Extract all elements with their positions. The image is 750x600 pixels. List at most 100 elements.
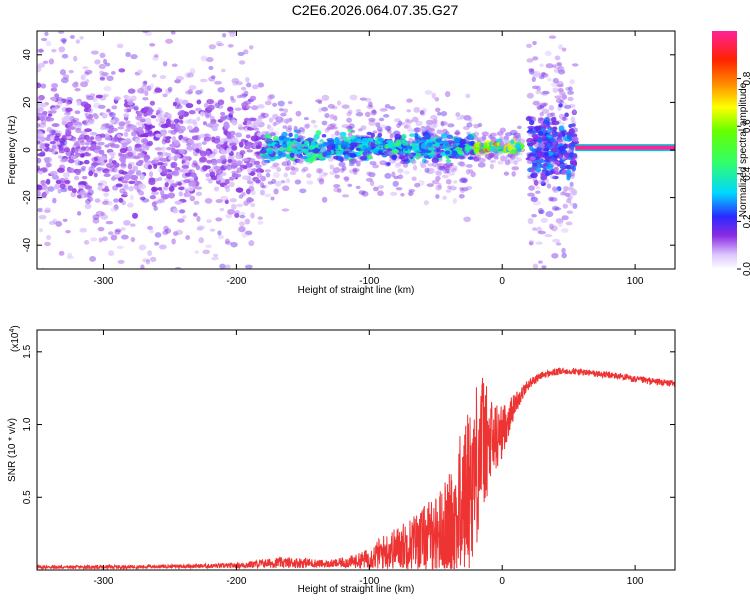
spectrogram-cell — [164, 111, 169, 117]
spectrogram-cell — [575, 145, 675, 150]
spectrogram-cell — [551, 116, 557, 123]
spectrogram-cell — [38, 170, 43, 175]
spectrogram-cell — [389, 106, 396, 110]
spectrogram-cell — [282, 185, 290, 192]
spectrogram-cell — [511, 149, 516, 153]
spectrogram-cell — [201, 305, 209, 309]
spectrogram-cell — [532, 72, 540, 79]
spectrogram-cell — [459, 186, 464, 191]
spectrogram-cell — [536, 105, 542, 111]
spectrogram-cell — [372, 109, 377, 114]
spectrogram-cell — [98, 149, 105, 155]
spectrogram-cell — [165, 38, 174, 44]
spectrogram-cell — [188, 85, 197, 90]
spectrogram-cell — [431, 161, 439, 168]
spectrogram-cell — [557, 88, 564, 93]
spectrogram-cell — [257, 141, 263, 147]
spectrogram-cell — [490, 132, 497, 137]
spectrogram-cell — [108, 151, 116, 156]
spectrogram-cell — [70, 119, 77, 124]
spectrogram-cell — [276, 166, 282, 172]
spectrogram-cell — [355, 112, 364, 117]
spectrogram-cell — [290, 166, 296, 172]
spectrogram-cell — [458, 155, 467, 160]
spectrogram-cell — [254, 136, 262, 141]
spectrogram-cell — [451, 155, 457, 159]
spectrogram-cell — [423, 200, 429, 206]
spectrogram-cell — [306, 180, 314, 185]
spectrogram-cell — [84, 153, 92, 157]
spectrogram-cell — [419, 161, 424, 166]
spectrogram-cell — [38, 277, 43, 281]
spectrogram-cell — [230, 241, 238, 248]
spectrogram-cell — [221, 154, 227, 159]
spectrogram-cell — [347, 132, 353, 137]
spectrogram-cell — [127, 171, 133, 177]
spectrogram-cell — [240, 86, 247, 91]
snr-exponent-power: 4 — [9, 329, 16, 333]
spectrogram-cell — [547, 164, 554, 171]
spectrogram-cell — [473, 157, 480, 162]
spectrogram-cell — [143, 154, 148, 158]
spectrogram-cell — [321, 134, 327, 138]
spectrogram-cell — [170, 31, 176, 34]
spectrogram-cell — [504, 132, 513, 137]
spectrogram-cell — [468, 117, 473, 123]
spectrogram-cell — [37, 135, 42, 140]
spectrogram-cell — [259, 149, 267, 154]
spectrogram-cell — [540, 143, 546, 148]
spectrogram-cell — [240, 93, 248, 99]
spectrogram-cell — [40, 37, 48, 42]
spectrogram-cell — [219, 263, 226, 269]
spectrogram-cell — [348, 162, 355, 167]
spectrogram-cell — [565, 169, 572, 175]
spectrogram-cell — [347, 117, 352, 124]
spectrogram-cell — [73, 175, 80, 181]
spectrogram-cell — [571, 188, 578, 195]
spectrogram-cell — [81, 165, 87, 170]
spectrogram-cell — [493, 156, 499, 160]
spectrogram-cell — [303, 116, 309, 121]
spectrogram-cell — [131, 300, 136, 305]
spectrogram-cell — [204, 111, 212, 118]
spectrogram-cell — [206, 99, 215, 105]
spectrogram-cell — [526, 92, 534, 99]
spectrogram-cell — [239, 150, 246, 155]
spectrogram-cell — [525, 116, 532, 122]
spectrogram-cell — [457, 161, 464, 166]
spectrogram-cell — [60, 187, 68, 193]
spectrogram-cell — [289, 171, 297, 176]
spectrogram-cell — [185, 193, 192, 198]
spectrogram-cell — [52, 197, 57, 204]
spectrogram-cell — [98, 237, 104, 243]
snr-x-axis: -300 -200 -100 0 100 — [93, 330, 644, 587]
spectrogram-cell — [556, 186, 562, 192]
spectrogram-cell — [538, 179, 545, 185]
spectrogram-cell — [553, 166, 559, 173]
spectrogram-cell — [537, 116, 544, 121]
spectrogram-cell — [219, 207, 225, 212]
spectrogram-cell — [120, 159, 126, 165]
spectrogram-cell — [185, 235, 191, 241]
spectrogram-cell — [92, 97, 98, 102]
spectrogram-cell — [479, 142, 484, 148]
spectrogram-cell — [497, 160, 504, 165]
spectrogram-cell — [145, 117, 152, 123]
spectrogram-cell — [338, 161, 346, 167]
spectrogram-cell — [413, 127, 421, 133]
spectrogram-cell — [229, 110, 235, 114]
spectrogram-cell — [235, 132, 242, 138]
spectrogram-cell — [230, 159, 238, 166]
spectrogram-cell — [67, 279, 72, 283]
spectrogram-cell — [99, 155, 108, 161]
spectrogram-cell — [569, 190, 578, 196]
spectrogram-cell — [181, 215, 187, 220]
spectrogram-cell — [234, 173, 242, 178]
spectrogram-cell — [550, 82, 559, 87]
spectrogram-cell — [114, 229, 121, 235]
spectrogram-cell — [113, 144, 120, 149]
spectrogram-cell — [436, 163, 442, 167]
spectrogram-cell — [372, 130, 378, 134]
spectrogram-cell — [47, 8, 54, 13]
